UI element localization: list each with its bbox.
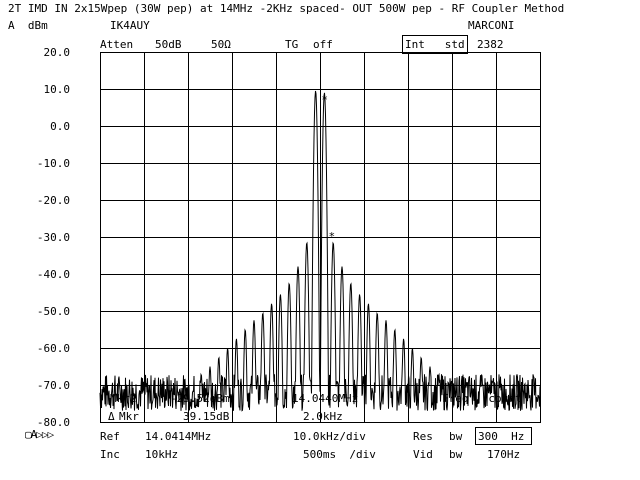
- marker-star-icon: *: [321, 93, 328, 106]
- y-axis-labels: 20.0 10.0 0.0 -10.0 -20.0 -30.0 -40.0 -50.0 -60.…: [37, 46, 70, 429]
- tg-label: TG: [285, 38, 299, 51]
- marker2-level: -29.52dBm: [170, 392, 230, 405]
- inc-value[interactable]: 10kHz: [145, 448, 179, 461]
- spectrum-trace: [99, 90, 541, 412]
- impedance-value[interactable]: 50Ω: [211, 38, 231, 51]
- y-tick-label: -80.0: [37, 416, 70, 429]
- vid-bw-label: bw: [449, 448, 463, 461]
- y-tick-label: -20.0: [37, 194, 70, 207]
- int-std-label: Int std: [405, 38, 465, 51]
- res-bw-value: 300 Hz: [478, 430, 525, 443]
- marker2-label: Mkr2: [110, 392, 137, 405]
- res-bw-label: bw: [449, 430, 463, 443]
- freq-count-label: Freq count: [442, 392, 522, 405]
- atten-label: Atten: [100, 38, 134, 51]
- model-number: 2382: [477, 38, 504, 51]
- atten-value[interactable]: 50dB: [155, 38, 182, 51]
- window-title: 2T IMD IN 2x15Wpep (30W pep) at 14MHz -2…: [8, 2, 565, 15]
- delta-marker-level: 39.15dB: [183, 410, 230, 423]
- span-per-div[interactable]: 10.0kHz/div: [293, 430, 366, 443]
- marker2-frequency: 14.0440MHz: [292, 392, 359, 405]
- delta-marker-frequency: 2.0kHz: [303, 410, 343, 423]
- inc-label: Inc: [100, 448, 120, 461]
- int-std-box[interactable]: Int std: [402, 35, 468, 54]
- y-tick-label: 0.0: [50, 120, 70, 133]
- sweep-per-div[interactable]: 500ms /div: [303, 448, 376, 461]
- y-tick-label: -30.0: [37, 231, 70, 244]
- ref-value[interactable]: 14.0414MHz: [145, 430, 212, 443]
- plot-grid: [100, 52, 540, 422]
- marker-star-icon: *: [328, 230, 335, 243]
- y-tick-label: -40.0: [37, 268, 70, 281]
- y-tick-label: -60.0: [37, 342, 70, 355]
- trace-markers: **: [321, 93, 335, 243]
- y-tick-label: 20.0: [44, 46, 71, 59]
- delta-marker-label: Mkr: [119, 410, 139, 423]
- res-label: Res: [413, 430, 433, 443]
- y-tick-label: -70.0: [37, 379, 70, 392]
- res-bw-box[interactable]: 300 Hz: [475, 427, 532, 445]
- y-tick-label: -50.0: [37, 305, 70, 318]
- y-tick-label: 10.0: [44, 83, 71, 96]
- y-tick-label: -10.0: [37, 157, 70, 170]
- ref-label: Ref: [100, 430, 120, 443]
- delta-icon: Δ: [108, 410, 115, 423]
- unit-label: A dBm: [8, 19, 48, 32]
- mode-arrows-icon[interactable]: ▢A▷▷▷: [25, 428, 54, 441]
- vid-bw-value[interactable]: 170Hz: [487, 448, 521, 461]
- tg-value[interactable]: off: [313, 38, 333, 51]
- vid-label: Vid: [413, 448, 433, 461]
- callsign: IK4AUY: [110, 19, 150, 32]
- brand-label: MARCONI: [468, 19, 515, 32]
